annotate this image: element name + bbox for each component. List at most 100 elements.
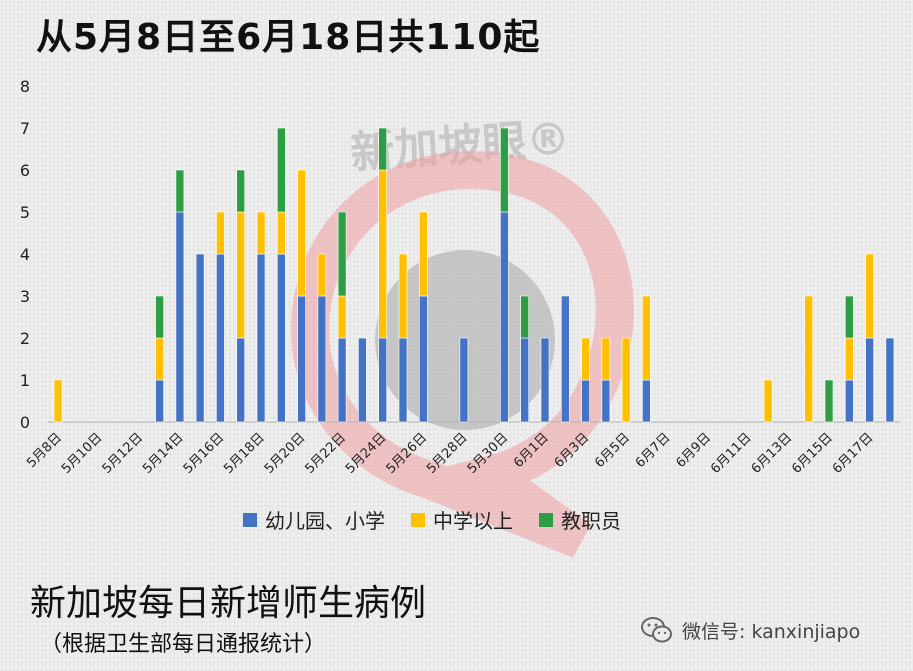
bar-segment-series-0 bbox=[459, 337, 469, 423]
x-tick-label: 5月16日 bbox=[181, 430, 228, 477]
bar-segment-series-0 bbox=[398, 337, 408, 423]
bar-segment-series-2 bbox=[337, 211, 347, 297]
bar-segment-series-1 bbox=[337, 295, 347, 339]
bar-segment-series-0 bbox=[195, 253, 205, 423]
source-note: （根据卫生部每日通报统计） bbox=[40, 632, 327, 657]
y-tick-label: 6 bbox=[20, 161, 30, 180]
bar-segment-series-2 bbox=[844, 295, 854, 339]
bar-segment-series-1 bbox=[276, 211, 286, 255]
bar-segment-series-0 bbox=[256, 253, 266, 423]
x-tick-label: 5月18日 bbox=[221, 430, 268, 477]
legend-label: 教职员 bbox=[561, 509, 621, 533]
y-tick-label: 0 bbox=[20, 413, 30, 432]
x-tick-label: 5月28日 bbox=[424, 430, 471, 477]
bar-segment-series-0 bbox=[216, 253, 225, 423]
bar-segment-series-0 bbox=[540, 337, 550, 423]
chart-subtitle: 新加坡每日新增师生病例 bbox=[30, 583, 427, 624]
bar-segment-series-0 bbox=[844, 379, 854, 423]
y-tick-label: 1 bbox=[20, 371, 30, 390]
x-tick-label: 6月5日 bbox=[592, 430, 633, 471]
chart-title: 从5月8日至6月18日共110起 bbox=[36, 17, 541, 58]
x-tick-label: 5月30日 bbox=[465, 430, 512, 477]
bar-segment-series-1 bbox=[418, 211, 428, 297]
legend-label: 中学以上 bbox=[433, 509, 513, 533]
bar-segment-series-1 bbox=[216, 211, 225, 255]
x-tick-label: 6月1日 bbox=[511, 430, 552, 471]
y-tick-label: 2 bbox=[20, 329, 30, 348]
bar-segment-series-1 bbox=[378, 169, 388, 339]
bar-segment-series-0 bbox=[317, 295, 327, 423]
bar-segment-series-0 bbox=[601, 379, 611, 423]
bar-segment-series-1 bbox=[398, 253, 408, 339]
bar-segment-series-0 bbox=[358, 337, 367, 423]
y-tick-label: 5 bbox=[20, 203, 30, 222]
bar-segment-series-2 bbox=[520, 295, 530, 339]
bar-segment-series-0 bbox=[236, 337, 245, 423]
bar-segment-series-0 bbox=[642, 379, 651, 423]
x-tick-label: 6月17日 bbox=[830, 430, 877, 477]
legend-item-secondary-above: 中学以上 bbox=[411, 505, 513, 534]
legend-item-kindergarten-primary: 幼儿园、小学 bbox=[243, 505, 385, 534]
x-tick-label: 5月26日 bbox=[384, 430, 431, 477]
bar-segment-series-2 bbox=[276, 127, 286, 213]
y-tick-label: 7 bbox=[20, 119, 30, 138]
bar-segment-series-2 bbox=[236, 169, 245, 213]
bar-segment-series-1 bbox=[236, 211, 245, 339]
bar-segment-series-0 bbox=[418, 295, 428, 423]
x-tick-label: 6月3日 bbox=[552, 430, 593, 471]
bar-segment-series-2 bbox=[378, 127, 388, 171]
legend-item-staff: 教职员 bbox=[539, 505, 621, 534]
bar-segment-series-0 bbox=[337, 337, 347, 423]
bar-segment-series-1 bbox=[763, 379, 773, 423]
wechat-account: 微信号: kanxinjiapo bbox=[640, 615, 860, 645]
x-tick-label: 5月20日 bbox=[262, 430, 309, 477]
bar-segment-series-0 bbox=[885, 337, 895, 423]
x-tick-label: 5月12日 bbox=[100, 430, 147, 477]
bar-segment-series-1 bbox=[804, 295, 814, 423]
bar-segment-series-1 bbox=[844, 337, 854, 381]
bar-segment-series-1 bbox=[601, 337, 611, 381]
bar-segment-series-1 bbox=[317, 253, 327, 297]
x-tick-label: 6月15日 bbox=[789, 430, 836, 477]
wechat-label: 微信号: kanxinjiapo bbox=[682, 620, 861, 643]
chart-legend: 幼儿园、小学 中学以上 教职员 bbox=[243, 505, 621, 534]
bar-segment-series-1 bbox=[581, 337, 590, 381]
bar-segment-series-0 bbox=[175, 211, 185, 423]
bar-segment-series-0 bbox=[560, 295, 570, 423]
x-tick-label: 5月8日 bbox=[24, 430, 65, 471]
bar-segment-series-0 bbox=[378, 337, 388, 423]
bar-segment-series-0 bbox=[520, 337, 530, 423]
x-tick-label: 5月22日 bbox=[302, 430, 349, 477]
bar-segment-series-1 bbox=[256, 211, 266, 255]
x-tick-label: 5月10日 bbox=[59, 430, 106, 477]
legend-swatch-blue bbox=[243, 512, 257, 527]
y-tick-label: 4 bbox=[20, 245, 30, 264]
legend-swatch-green bbox=[539, 512, 553, 527]
x-tick-label: 6月13日 bbox=[749, 430, 796, 477]
y-tick-label: 8 bbox=[20, 77, 30, 96]
bar-segment-series-0 bbox=[155, 379, 164, 423]
bar-segment-series-2 bbox=[175, 169, 185, 213]
bar-segment-series-0 bbox=[865, 337, 874, 423]
x-tick-label: 5月14日 bbox=[140, 430, 187, 477]
x-tick-label: 6月11日 bbox=[708, 430, 755, 477]
bar-segment-series-2 bbox=[500, 127, 509, 213]
x-tick-label: 6月7日 bbox=[633, 430, 674, 471]
bar-segment-series-1 bbox=[621, 337, 631, 423]
stacked-bar-chart: 0123456785月8日5月10日5月12日5月14日5月16日5月18日5月… bbox=[20, 77, 900, 477]
x-tick-label: 6月9日 bbox=[673, 430, 714, 471]
bar-segment-series-1 bbox=[53, 379, 63, 423]
y-tick-label: 3 bbox=[20, 287, 30, 306]
legend-swatch-yellow bbox=[411, 512, 425, 527]
bar-segment-series-1 bbox=[642, 295, 651, 381]
bar-segment-series-0 bbox=[500, 211, 509, 423]
bar-segment-series-1 bbox=[155, 337, 164, 381]
bar-segment-series-0 bbox=[276, 253, 286, 423]
x-tick-label: 5月24日 bbox=[343, 430, 390, 477]
bar-segment-series-1 bbox=[297, 169, 306, 297]
wechat-icon bbox=[641, 617, 672, 643]
bar-segment-series-0 bbox=[581, 379, 590, 423]
bar-segment-series-1 bbox=[865, 253, 874, 339]
legend-label: 幼儿园、小学 bbox=[265, 509, 385, 533]
bar-segment-series-2 bbox=[824, 379, 834, 423]
